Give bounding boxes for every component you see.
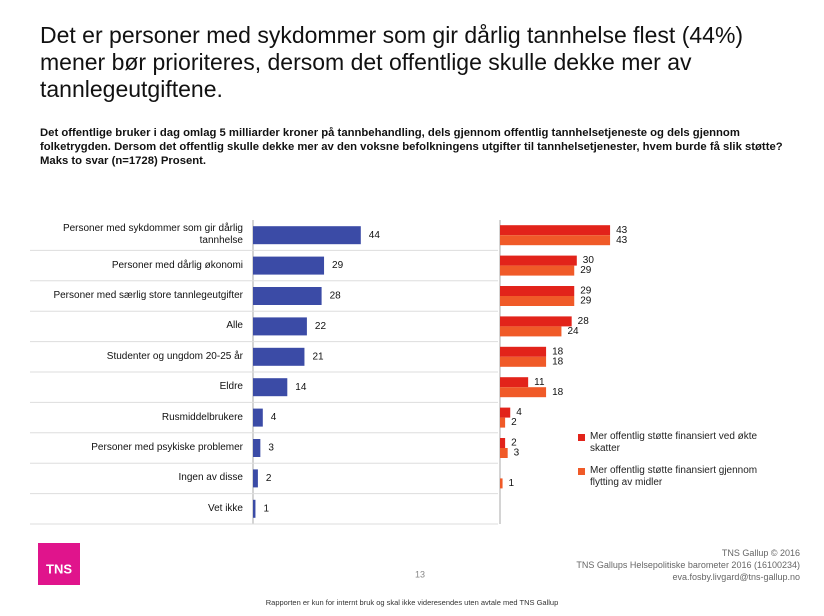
value-label: 4	[271, 412, 277, 423]
bar	[500, 377, 529, 388]
logo-box	[38, 543, 80, 585]
category-label: Personer med psykiske problemer	[91, 442, 243, 453]
headline: Det er personer med sykdommer som gir då…	[40, 22, 744, 102]
footer: TNS Gallup © 2016	[721, 548, 800, 558]
value-label: 3	[268, 443, 274, 454]
category-label: Vet ikke	[207, 502, 243, 514]
page-number: 13	[415, 569, 425, 579]
value-label: 28	[330, 291, 342, 302]
bar	[500, 387, 547, 398]
value-label: 18	[552, 346, 564, 357]
bar	[500, 356, 547, 367]
value-label: 2	[511, 417, 517, 428]
bar	[253, 287, 322, 305]
bar	[253, 408, 263, 427]
category-label: Studenter og ungdom 20-25 år	[106, 350, 243, 362]
category-label: Personer med særlig store tannlegeutgift…	[53, 290, 243, 301]
legend-swatch	[578, 434, 585, 441]
bar	[253, 317, 307, 336]
legend-swatch	[578, 468, 585, 475]
bar	[253, 499, 256, 518]
legend-label: Mer offentlig støtte finansiert gjennom …	[590, 465, 758, 488]
bar	[500, 407, 511, 418]
value-label: 29	[580, 296, 592, 307]
bar	[253, 469, 258, 488]
bar	[500, 286, 575, 296]
value-label: 44	[369, 230, 381, 241]
value-label: 1	[263, 503, 269, 514]
legend-label: Mer offentlig støtte finansiert ved økte…	[590, 431, 758, 454]
value-label: 4	[516, 407, 522, 418]
value-label: 29	[580, 265, 592, 276]
bar	[500, 417, 506, 428]
bar	[500, 448, 508, 458]
value-label: 29	[580, 286, 592, 297]
logo: TNS	[46, 561, 72, 576]
bar	[500, 265, 575, 276]
value-label: 43	[616, 235, 628, 246]
value-label: 1	[509, 478, 515, 489]
bar	[500, 296, 575, 306]
bar	[500, 316, 572, 327]
value-label: 21	[312, 351, 324, 362]
footer: eva.fosby.livgard@tns-gallup.no	[672, 572, 800, 582]
value-label: 14	[295, 382, 307, 393]
category-label: Alle	[226, 320, 243, 332]
value-label: 29	[332, 260, 344, 271]
bar	[500, 438, 506, 448]
category-label: Ingen av disse	[178, 472, 244, 484]
bar	[500, 346, 547, 357]
footer: TNS Gallups Helsepolitiske barometer 201…	[576, 560, 800, 570]
subtitle: Det offentlige bruker i dag omlag 5 mill…	[40, 127, 783, 167]
value-label: 3	[514, 448, 520, 459]
value-label: 22	[315, 321, 327, 332]
bar	[500, 235, 611, 246]
value-label: 28	[578, 316, 590, 327]
category-label: Personer med sykdommer som gir dårlig ta…	[62, 223, 243, 247]
bar	[500, 326, 562, 337]
value-label: 11	[534, 377, 545, 388]
bar	[253, 226, 361, 245]
category-label: Rusmiddelbrukere	[161, 411, 243, 423]
value-label: 18	[552, 387, 564, 398]
value-label: 18	[552, 356, 564, 367]
note: Rapporten er kun for internt bruk og ska…	[266, 598, 559, 607]
value-label: 2	[266, 473, 272, 484]
bar	[500, 478, 503, 489]
category-label: Personer med dårlig økonomi	[111, 259, 243, 271]
value-label: 24	[567, 326, 579, 337]
bar	[253, 439, 261, 457]
category-label: Eldre	[219, 381, 243, 393]
value-label: 2	[511, 438, 517, 449]
value-label: 43	[616, 225, 628, 236]
bar	[253, 256, 325, 275]
bar	[253, 347, 305, 366]
bar	[500, 225, 611, 236]
bar	[253, 378, 288, 397]
value-label: 30	[583, 255, 595, 266]
bar	[500, 255, 577, 266]
